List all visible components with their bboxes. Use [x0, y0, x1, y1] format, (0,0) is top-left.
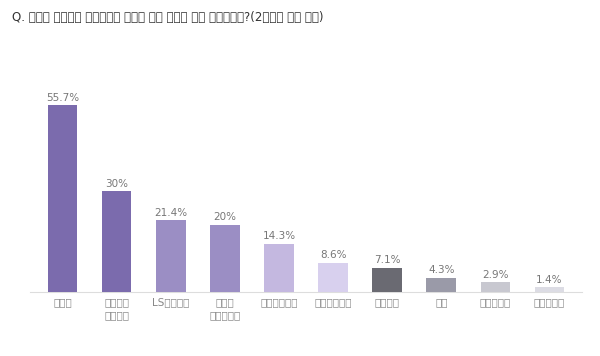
Text: 7.1%: 7.1%: [374, 256, 400, 266]
Text: 14.3%: 14.3%: [262, 231, 296, 241]
Bar: [210, 225, 240, 292]
Text: 1.4%: 1.4%: [536, 274, 563, 284]
Bar: [264, 244, 294, 292]
Bar: [481, 282, 510, 292]
Bar: [535, 287, 565, 292]
Text: 30%: 30%: [105, 179, 128, 189]
Text: 21.4%: 21.4%: [154, 208, 187, 218]
Bar: [156, 220, 185, 292]
Text: Q. 귀사가 선호하는 모션컨트롤 솔루션 전문 기업은 어느 기업입니까?(2개까지 선택 가능): Q. 귀사가 선호하는 모션컨트롤 솔루션 전문 기업은 어느 기업입니까?(2…: [12, 11, 323, 24]
Text: 4.3%: 4.3%: [428, 265, 455, 275]
Bar: [47, 105, 77, 292]
Bar: [372, 268, 402, 292]
Text: 20%: 20%: [214, 212, 236, 222]
Bar: [318, 263, 348, 292]
Text: 8.6%: 8.6%: [320, 250, 346, 261]
Text: 55.7%: 55.7%: [46, 93, 79, 103]
Bar: [427, 278, 456, 292]
Text: 2.9%: 2.9%: [482, 269, 509, 279]
Bar: [102, 192, 131, 292]
